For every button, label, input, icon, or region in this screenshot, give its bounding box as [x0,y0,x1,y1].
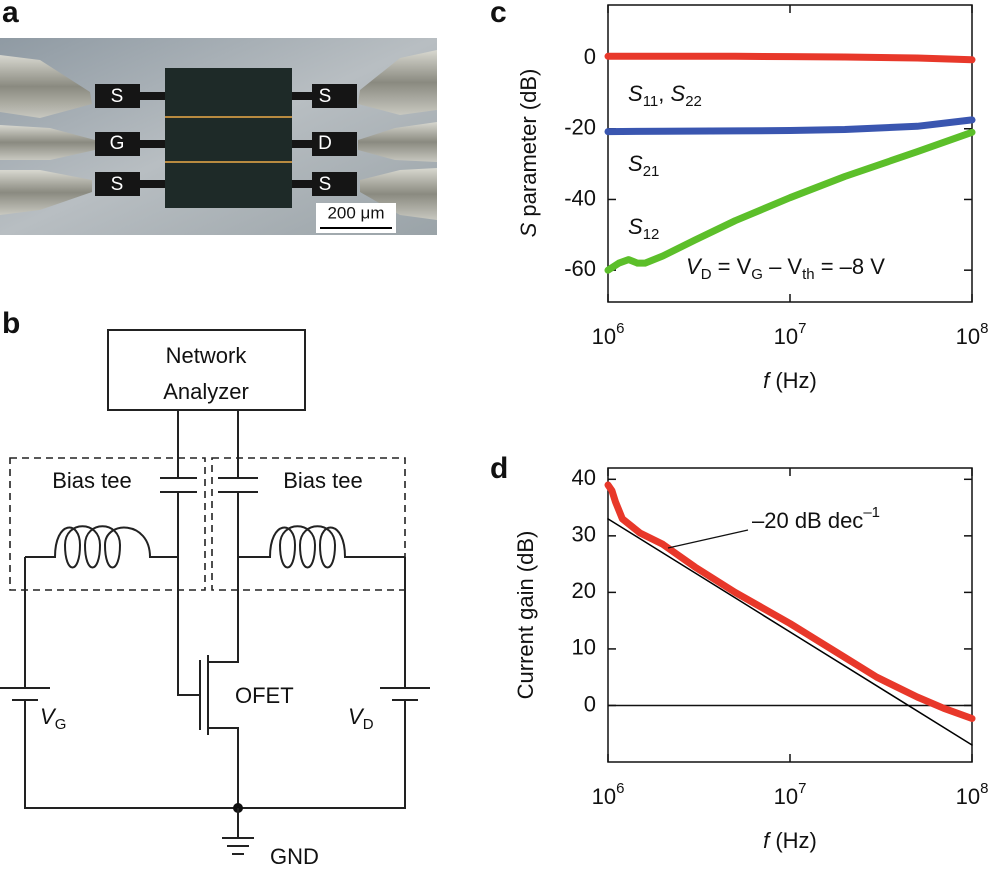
text-segment: (Hz) [769,368,817,393]
pad-label: S [111,86,124,107]
x-tick-label: 108 [956,320,989,349]
text-segment: 8 [980,320,988,337]
text-segment: S [628,214,643,239]
annotation: –20 dB dec–1 [752,504,880,533]
text-segment: G [751,266,763,283]
text-segment: , [658,81,670,106]
text-segment: G [55,716,67,733]
analyzer-label: Analyzer [163,379,249,404]
y-tick-label: 0 [584,691,596,716]
pad-label: S [319,174,332,195]
analyzer-label: Network [166,343,248,368]
text-segment: 10 [956,324,980,349]
x-tick-label: 106 [592,320,625,349]
pad-label: S [111,174,124,195]
photo [0,38,437,235]
series-label: S12 [628,214,659,243]
series-label: S21 [628,151,659,180]
y-tick-label: -60 [564,256,596,281]
text-segment: S [628,81,643,106]
bias-tee-label: Bias tee [52,468,132,493]
y-tick-label: 0 [584,44,596,69]
x-tick-label: 106 [592,780,625,809]
panel-letter: a [2,0,19,29]
x-tick-label: 107 [774,320,807,349]
text-segment: (Hz) [769,828,817,853]
y-tick-label: -20 [564,115,596,140]
text-segment: Current gain (dB) [513,531,538,700]
transistor-label: OFET [235,683,294,708]
text-segment: = V [712,254,752,279]
text-segment: 10 [774,784,798,809]
text-segment: th [802,266,815,283]
text-segment: 12 [643,226,660,243]
scale-bar-label: 200 μm [327,203,384,222]
text-segment: –20 dB dec [752,508,863,533]
series-line [604,52,976,64]
leader-line [667,529,749,549]
y-tick-label: 30 [572,522,596,547]
panel-letter: d [490,452,508,485]
text-segment: parameter (dB) [516,69,541,223]
text-segment: D [701,266,712,283]
panel-letter: b [2,307,20,340]
series-line [604,128,976,274]
x-tick-label: 107 [774,780,807,809]
text-segment: = –8 V [815,254,886,279]
text-segment: 11 [643,93,659,110]
text-segment: V [40,704,57,729]
text-segment: S [671,81,686,106]
y-tick-label: 20 [572,578,596,603]
series-line [604,116,976,136]
series-line [604,481,976,722]
text-segment: – V [763,254,802,279]
source-label: VG [40,704,66,733]
pad-label: G [110,133,125,154]
ground-label: GND [270,844,319,869]
text-segment: 10 [592,324,616,349]
text-segment: 8 [980,780,988,797]
bias-tee-label: Bias tee [283,468,363,493]
series-label: S11, S22 [628,81,702,110]
series-line [607,518,973,746]
x-tick-label: 108 [956,780,989,809]
y-axis-label: Current gain (dB) [513,531,538,700]
panel-letter: c [490,0,507,29]
text-segment: 6 [616,780,624,797]
text-segment: 21 [643,163,660,180]
text-segment: 10 [592,784,616,809]
text-segment: V [686,254,703,279]
text-segment: –1 [863,504,880,521]
y-axis-label: S parameter (dB) [516,69,541,238]
text-segment: f [763,828,772,853]
text-segment: V [348,704,365,729]
y-tick-label: 40 [572,465,596,490]
pad-label: S [319,86,332,107]
text-segment: 22 [685,93,702,110]
annotation: VD = VG – Vth = –8 V [686,254,885,283]
text-segment: f [763,368,772,393]
x-axis-label: f (Hz) [763,828,817,853]
text-segment: 10 [774,324,798,349]
text-segment: S [628,151,643,176]
circuit [0,329,430,855]
y-tick-label: 10 [572,635,596,660]
source-label: VD [348,704,374,733]
text-segment: 6 [616,320,624,337]
text-segment: 7 [798,320,806,337]
text-segment: 10 [956,784,980,809]
text-segment: D [363,716,374,733]
text-segment: 7 [798,780,806,797]
pad-label: D [318,133,332,154]
text-segment: S [516,222,541,237]
y-tick-label: -40 [564,185,596,210]
x-axis-label: f (Hz) [763,368,817,393]
